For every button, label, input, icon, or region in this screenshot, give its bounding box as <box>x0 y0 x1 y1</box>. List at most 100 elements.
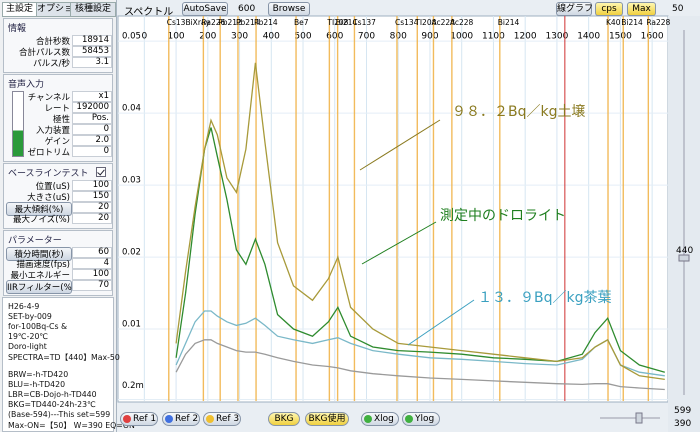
nuclide-label: Cs137 <box>352 18 376 27</box>
field-value[interactable]: 150 <box>72 191 112 202</box>
settings-section: パラメーター 積分時間(秒) 60 描画速度(fps) 4 最小エネルギー 100 IIRフィ… <box>3 230 113 296</box>
bottom-button[interactable]: Ref 3 <box>203 412 241 426</box>
annotation-leader <box>361 221 437 265</box>
button-dot <box>206 415 214 423</box>
y-tick-label: 0.03 <box>122 176 141 186</box>
field-label: ゲイン <box>44 137 70 147</box>
y-tick-label: 0.02 <box>122 248 141 258</box>
button-dot <box>165 415 173 423</box>
button-label: Ref 2 <box>175 414 199 424</box>
browse-button[interactable]: Browse <box>268 2 310 16</box>
field-label: ゼロトリム <box>27 148 70 158</box>
section-title: 情報 <box>8 24 27 34</box>
x-tick-label: 400 <box>263 32 280 42</box>
button-dot <box>123 415 131 423</box>
cps-button[interactable]: cps <box>595 2 623 16</box>
field-label: レート <box>44 104 70 114</box>
field-value[interactable]: 192000 <box>72 102 112 113</box>
field-value[interactable]: x1 <box>72 91 112 102</box>
note-line: LBR=CB-Dojo-h-TD440 <box>8 390 97 399</box>
x-tick-label: 1200 <box>514 32 537 42</box>
y-tick-label: 0.04 <box>122 104 141 114</box>
nuclide-label: K40 <box>606 18 621 27</box>
field-label[interactable]: IIRフィルター(%) <box>6 280 75 294</box>
checkbox[interactable] <box>96 167 106 177</box>
tab[interactable]: オプション <box>36 2 82 17</box>
note-line: BKG=TD440-24h-23℃ <box>8 400 96 409</box>
note-line: for-100Bq-Cs & <box>8 322 68 331</box>
annotation: ９８．２Bq／kg土壌 <box>452 104 586 120</box>
autosave-button[interactable]: AutoSave <box>182 2 228 16</box>
nuclide-label: TI208 <box>414 18 436 27</box>
field-value[interactable]: 70 <box>72 280 112 291</box>
annotation: 測定中のドロライト <box>440 208 566 224</box>
field-value[interactable]: 3.1 <box>72 57 112 68</box>
section-title: ベースラインテスト <box>8 169 89 179</box>
bottom-button[interactable]: Xlog <box>361 412 399 426</box>
note-line: 19℃-20℃ <box>8 332 49 341</box>
tab[interactable]: 主設定 <box>2 2 37 17</box>
field-label[interactable]: 最大傾斜(%) <box>6 202 72 216</box>
bottom-button[interactable]: BKG使用 <box>305 412 349 426</box>
button-dot <box>364 415 372 423</box>
field-value[interactable]: 18914 <box>72 35 112 46</box>
bottom-button[interactable]: Ref 2 <box>162 412 200 426</box>
x-tick-label: 700 <box>358 32 375 42</box>
note-line: Max-ON=【50】 W=390 EQ=ON <box>8 421 135 430</box>
field-label[interactable]: 積分時間(秒) <box>6 247 72 261</box>
nuclide-label: Be7 <box>294 18 309 27</box>
field-value[interactable]: 60 <box>72 247 112 258</box>
settings-section: 音声入力 チャンネル x1 レート 192000 極性 Pos. 入力装置 0 ゲイン 2.0 ゼロト… <box>3 74 113 162</box>
nuclide-label: Cs134 <box>395 18 419 27</box>
settings-section: ベースラインテスト 位置(uS) 100 大きさ(uS) 150 最大傾斜(%) 20 最大ノ… <box>3 163 113 229</box>
note-line: SET-by-009 <box>8 312 52 321</box>
max-button[interactable]: Max <box>627 2 656 16</box>
field-value[interactable]: 100 <box>72 180 112 191</box>
y-tick-label: 0.01 <box>122 320 141 330</box>
notes-box[interactable]: H26-4-9 SET-by-009 for-100Bq-Cs & 19℃-20℃ Do… <box>2 297 135 432</box>
field-label: 合計パルス数 <box>18 48 70 58</box>
nuclide-label: Ac228 <box>431 18 455 27</box>
nuclide-label: Bi214 <box>621 18 643 27</box>
field-label: 描画速度(fps) <box>16 260 70 270</box>
spectrum-title: スペクトル <box>124 7 174 18</box>
bottom-slider-thumb[interactable] <box>635 412 643 424</box>
spectrum-line <box>175 339 665 391</box>
nuclide-label: Ac228 <box>450 18 474 27</box>
field-value[interactable]: 0 <box>72 124 112 135</box>
field-label: 極性 <box>52 115 70 125</box>
x-tick-label: 800 <box>390 32 407 42</box>
field-value[interactable]: 4 <box>72 258 112 269</box>
nuclide-label: Ra226 <box>201 18 225 27</box>
line-graph-button[interactable]: 線グラフ <box>556 2 594 16</box>
x-tick-label: 1100 <box>482 32 505 42</box>
bottom-button[interactable]: Ylog <box>402 412 440 426</box>
field-value[interactable]: 100 <box>72 269 112 280</box>
field-value[interactable]: 20 <box>72 213 112 224</box>
field-value[interactable]: 58453 <box>72 46 112 57</box>
x-tick-label: 1400 <box>577 32 600 42</box>
x-tick-label: 0 <box>141 32 147 42</box>
field-label: 最大ノイズ(%) <box>13 215 70 225</box>
nuclide-label: Bi214 <box>498 18 520 27</box>
nuclide-label: Pb214 <box>254 18 278 27</box>
x-tick-label: 1600 <box>641 32 664 42</box>
button-label: Ylog <box>415 414 435 424</box>
field-value[interactable]: 2.0 <box>72 135 112 146</box>
spectrum-line <box>175 62 665 381</box>
field-value[interactable]: 20 <box>72 202 112 213</box>
base-value: 599 <box>674 406 692 416</box>
tab[interactable]: 核種設定 <box>70 2 116 17</box>
side-slider-thumb[interactable] <box>678 254 690 262</box>
field-value[interactable]: 0 <box>72 146 112 157</box>
bottom-button[interactable]: BKG <box>268 412 300 426</box>
max-value: 50 <box>672 4 684 14</box>
y-tick-label: 0.05 <box>122 32 141 42</box>
field-value[interactable]: Pos. <box>72 113 112 124</box>
gain-value: 440 <box>676 246 694 256</box>
button-label: BKG <box>274 414 294 424</box>
bottom-button[interactable]: Ref 1 <box>120 412 158 426</box>
annotation: １３．９Bq／kg茶葉 <box>478 290 612 306</box>
spectrum-line <box>175 310 665 377</box>
button-label: Xlog <box>374 414 394 424</box>
